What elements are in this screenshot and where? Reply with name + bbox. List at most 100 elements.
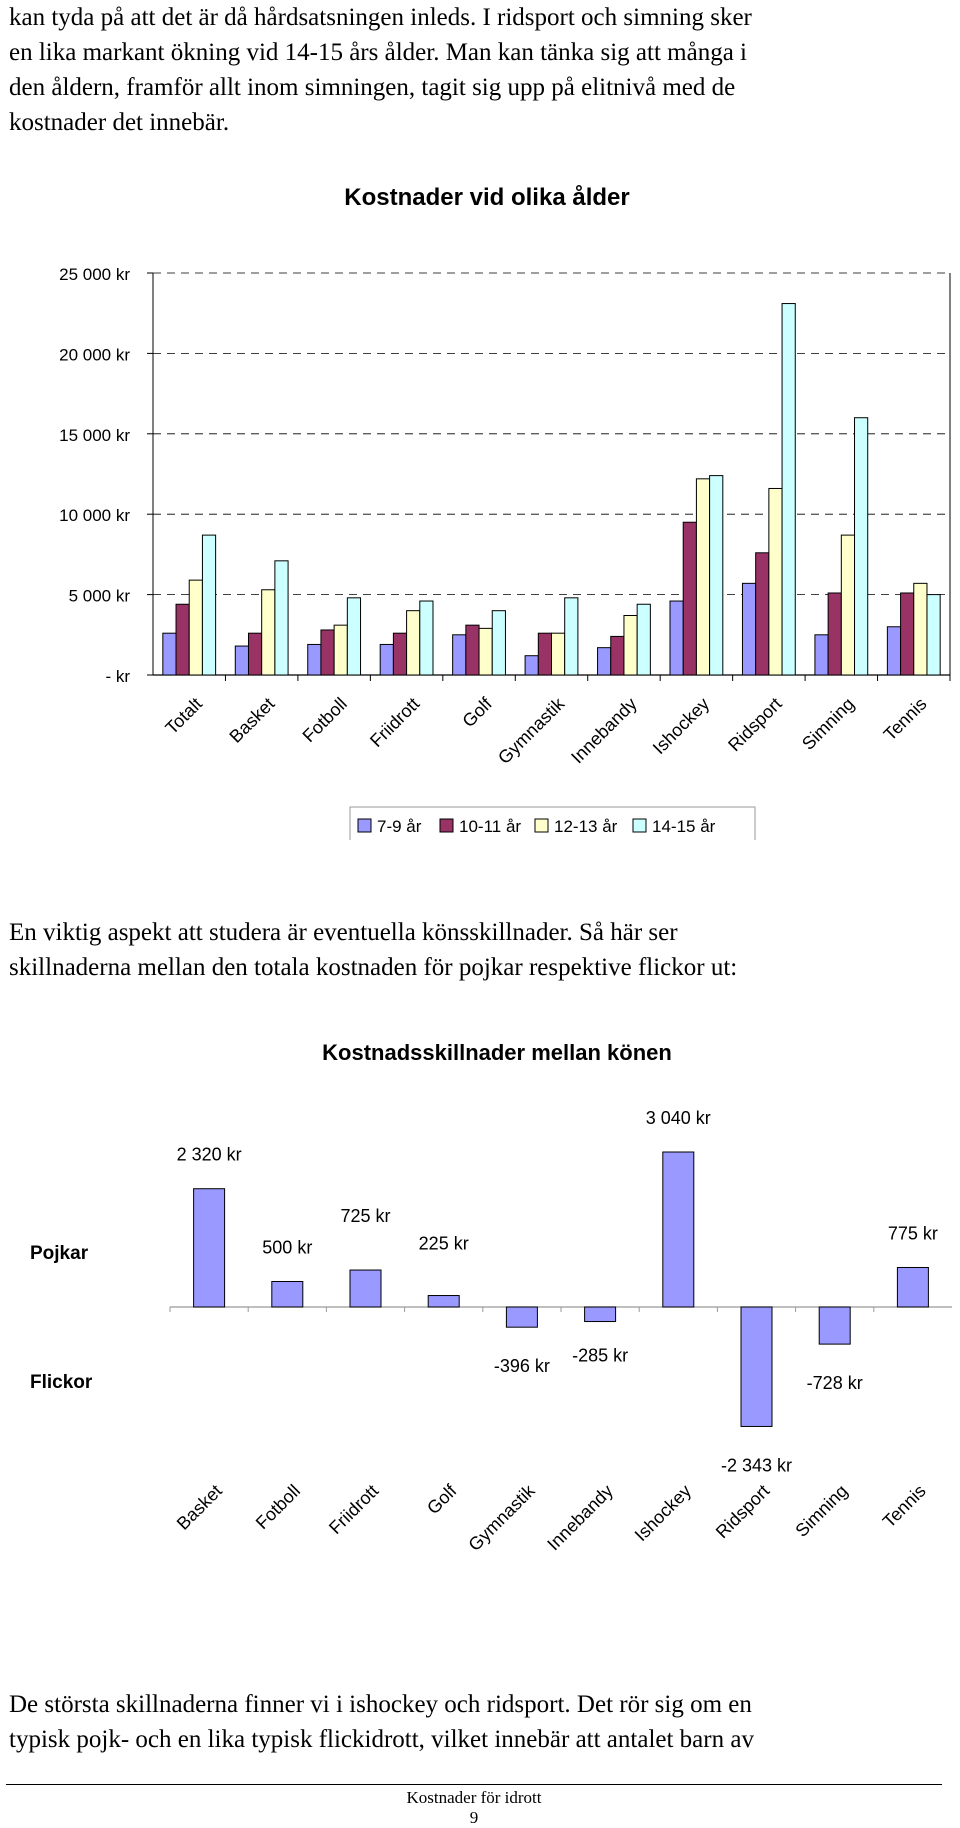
x-tick-label: Ridsport xyxy=(712,1481,774,1543)
data-label: 500 kr xyxy=(262,1238,312,1258)
bar xyxy=(491,610,506,676)
data-label: -396 kr xyxy=(494,1356,550,1376)
data-label: -728 kr xyxy=(807,1373,863,1393)
footer-divider xyxy=(6,1784,942,1785)
bar xyxy=(636,603,651,676)
group-label-flickor: Flickor xyxy=(30,1372,93,1393)
legend-swatch xyxy=(534,818,549,833)
bar xyxy=(193,1188,226,1308)
bar xyxy=(379,643,394,676)
bar xyxy=(478,627,493,676)
bar xyxy=(741,582,757,676)
text-line: En viktig aspekt att studera är eventuel… xyxy=(9,919,678,946)
bar xyxy=(564,597,579,676)
bar xyxy=(584,1306,617,1323)
bar xyxy=(682,521,697,676)
paragraph-mid: En viktig aspekt att studera är eventuel… xyxy=(9,915,949,985)
text-line: skillnaderna mellan den totala kostnaden… xyxy=(9,954,738,981)
bar xyxy=(201,534,217,676)
bar xyxy=(465,624,480,676)
legend-label: 14-15 år xyxy=(652,817,716,836)
bar xyxy=(781,303,796,676)
legend-swatch xyxy=(439,818,454,833)
bar xyxy=(597,647,612,676)
x-tick-label: Simning xyxy=(798,694,858,754)
bar xyxy=(349,1269,382,1308)
chart-title: Kostnadsskillnader mellan könen xyxy=(322,1040,672,1065)
bar xyxy=(537,632,552,676)
y-tick-label: 10 000 kr xyxy=(59,506,130,525)
paragraph-top: kan tyda på att det är då hårdsatsningen… xyxy=(9,0,949,140)
bar xyxy=(346,597,362,676)
bar xyxy=(320,629,335,676)
x-tick-label: Ishockey xyxy=(631,1481,695,1545)
data-label: 225 kr xyxy=(419,1234,469,1254)
bar xyxy=(840,534,856,676)
legend-label: 12-13 år xyxy=(554,817,618,836)
bar xyxy=(333,624,348,676)
bar xyxy=(452,634,467,676)
bar xyxy=(755,552,770,676)
paragraph-bottom: De största skillnaderna finner vi i isho… xyxy=(9,1687,949,1757)
x-tick-label: Ridsport xyxy=(724,694,786,756)
text-line: en lika markant ökning vid 14-15 års åld… xyxy=(9,39,748,66)
text-line: kostnader det innebär. xyxy=(9,109,230,136)
y-tick-label: 20 000 kr xyxy=(59,345,130,364)
legend-swatch xyxy=(632,818,647,833)
bar xyxy=(234,645,249,676)
bar xyxy=(926,594,941,676)
bar xyxy=(271,1281,304,1308)
text-line: den åldern, framför allt inom simningen,… xyxy=(9,74,736,101)
bar xyxy=(610,635,625,676)
bar xyxy=(162,632,177,676)
age-cost-chart: - kr 5 000 kr 10 000 kr 15 000 kr 20 000 kr 2… xyxy=(59,184,951,840)
footer-title: Kostnader för idrott xyxy=(406,1788,542,1807)
x-tick-label: Totalt xyxy=(161,694,206,739)
bar xyxy=(818,1306,851,1345)
bar xyxy=(827,592,842,676)
y-tick-label: 25 000 kr xyxy=(59,265,130,284)
legend-box xyxy=(349,806,756,840)
page-number: 9 xyxy=(469,1808,479,1827)
bar xyxy=(524,655,539,676)
bar xyxy=(247,632,263,676)
x-tick-label: Tennis xyxy=(880,694,931,745)
x-tick-label: Innebandy xyxy=(567,694,641,768)
x-tick-label: Fotboll xyxy=(299,694,351,746)
x-tick-label: Friidrott xyxy=(366,694,423,751)
x-tick-label: Innebandy xyxy=(543,1481,617,1555)
x-tick-label: Golf xyxy=(458,693,496,731)
y-tick-label: 5 000 kr xyxy=(69,587,131,606)
legend-label: 10-11 år xyxy=(459,817,521,836)
x-tick-label: Fotboll xyxy=(252,1481,304,1533)
data-label: 775 kr xyxy=(888,1223,938,1243)
legend-swatch xyxy=(357,818,372,833)
bar xyxy=(505,1306,538,1328)
gender-difference-chart: Kostnadsskillnader mellan könen Pojkar F… xyxy=(30,1040,952,1555)
bar xyxy=(307,643,322,676)
x-tick-label: Gymnastik xyxy=(464,1480,539,1555)
bar xyxy=(175,603,190,676)
data-label: 2 320 kr xyxy=(177,1145,242,1165)
bar xyxy=(551,632,566,676)
text-line: De största skillnaderna finner vi i isho… xyxy=(9,1691,752,1718)
bar xyxy=(427,1295,460,1308)
chart-legend: 7-9 år 10-11 år 12-13 år 14-15 år xyxy=(349,806,756,840)
x-tick-label: Gymnastik xyxy=(494,693,569,768)
bar xyxy=(900,592,915,676)
bar xyxy=(261,589,276,676)
bar xyxy=(768,487,783,676)
x-tick-label: Tennis xyxy=(879,1481,930,1532)
data-label: -2 343 kr xyxy=(721,1455,792,1475)
bar xyxy=(623,615,638,676)
data-label: 3 040 kr xyxy=(646,1108,711,1128)
text-line: typisk pojk- och en lika typisk flickidr… xyxy=(9,1726,754,1753)
bar xyxy=(274,560,289,676)
bar xyxy=(669,600,684,676)
x-tick-label: Ishockey xyxy=(649,694,713,758)
chart-title: Kostnader vid olika ålder xyxy=(344,184,629,211)
bar xyxy=(406,610,421,676)
group-label-pojkar: Pojkar xyxy=(30,1243,89,1264)
legend-label: 7-9 år xyxy=(377,817,422,836)
bar xyxy=(662,1151,695,1308)
